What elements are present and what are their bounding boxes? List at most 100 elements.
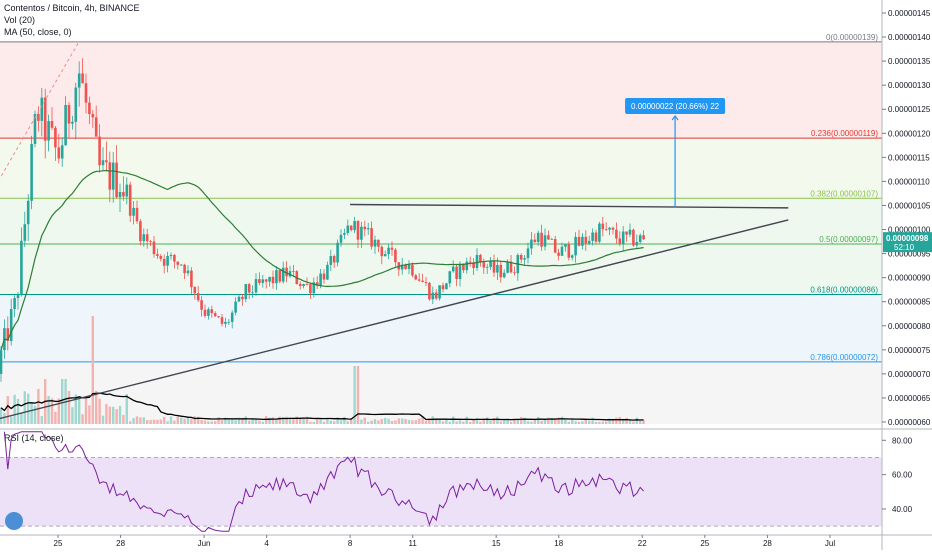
volume-bar — [469, 421, 472, 424]
candle-body — [530, 239, 533, 249]
time-tick-label: 18 — [554, 539, 563, 548]
candle-body — [217, 316, 220, 318]
candle-body — [404, 264, 407, 269]
fib-level-label: 0.236(0.00000119) — [811, 129, 878, 138]
candle-body — [360, 226, 363, 240]
candle-body — [122, 192, 125, 197]
volume-bar — [169, 416, 173, 424]
volume-bar — [336, 417, 339, 424]
volume-bar — [333, 421, 336, 424]
volume-bar — [618, 416, 621, 424]
volume-bar — [367, 421, 370, 424]
candle-body — [475, 254, 479, 269]
volume-bar — [254, 419, 258, 424]
volume-bar — [639, 420, 642, 424]
candle-body — [101, 160, 105, 166]
volume-bar — [537, 416, 540, 424]
candle-body — [438, 285, 441, 299]
volume-bar — [414, 420, 417, 424]
volume-bar — [574, 421, 577, 424]
volume-bar — [418, 418, 421, 424]
volume-bar — [302, 417, 305, 424]
candle-body — [383, 254, 387, 257]
volume-bar — [163, 416, 166, 424]
volume-bar — [394, 420, 397, 424]
candle-body — [309, 284, 312, 294]
candle-body — [244, 284, 248, 300]
candle-body — [30, 143, 33, 201]
price-tick-label: 0.00000090 — [888, 274, 931, 283]
volume-bar — [292, 418, 295, 424]
volume-bar — [591, 417, 594, 424]
fib-level-label: 0.382(0.00000107) — [810, 189, 878, 198]
candle-body — [54, 127, 57, 148]
fib-level-label: 0(0.00000139) — [826, 33, 878, 42]
volume-bar — [275, 419, 278, 424]
fib-zone — [0, 138, 882, 199]
volume-bar — [567, 421, 570, 424]
tradingview-logo-icon[interactable] — [5, 512, 23, 530]
volume-bar — [78, 396, 81, 424]
volume-bar — [560, 416, 564, 424]
candle-body — [132, 207, 135, 216]
candle-body — [421, 280, 424, 282]
volume-bar — [258, 420, 261, 424]
volume-bar — [428, 418, 431, 424]
volume-bar — [166, 421, 169, 424]
volume-bar — [61, 379, 64, 424]
volume-bar — [407, 420, 411, 424]
candle-body — [390, 247, 394, 250]
candle-body — [118, 192, 122, 198]
candle-body — [353, 221, 356, 231]
volume-bar — [152, 419, 156, 424]
volume-bar — [455, 421, 458, 424]
volume-bar — [550, 417, 553, 424]
volume-bar — [581, 421, 584, 424]
candle-body — [37, 114, 40, 121]
fib-zone — [0, 361, 882, 424]
candle-body — [203, 309, 207, 316]
volume-bar — [479, 421, 482, 424]
fib-level-label: 0.786(0.00000072) — [810, 353, 878, 362]
candle-body — [601, 223, 605, 230]
candle-body — [417, 279, 421, 281]
candle-body — [105, 160, 108, 163]
candle-body — [567, 244, 571, 258]
volume-bar — [486, 417, 489, 424]
volume-bar — [543, 418, 547, 424]
candle-body — [370, 228, 373, 247]
volume-bar — [207, 421, 210, 424]
rsi-band — [0, 457, 882, 527]
volume-bar — [608, 418, 611, 424]
volume-bar — [234, 420, 237, 424]
price-tick-label: 0.00000110 — [888, 177, 930, 186]
volume-bar — [496, 416, 499, 424]
candle-body — [67, 105, 71, 124]
candle-body — [91, 114, 95, 118]
candle-body — [135, 207, 139, 222]
time-tick-label: 15 — [492, 539, 501, 548]
candle-body — [275, 270, 278, 284]
volume-bar — [571, 418, 574, 424]
volume-bar — [594, 421, 598, 424]
volume-bar — [197, 416, 200, 424]
candle-body — [247, 284, 251, 293]
candle-body — [411, 264, 414, 276]
volume-bar — [628, 420, 632, 424]
volume-bar — [584, 419, 587, 424]
candle-body — [564, 244, 567, 247]
candle-body — [33, 114, 37, 144]
candle-body — [278, 270, 282, 282]
volume-bar — [472, 420, 475, 424]
candle-body — [492, 260, 496, 273]
candle-body — [26, 200, 30, 225]
rsi-tick-label: 80.00 — [892, 436, 913, 445]
candle-body — [611, 227, 615, 230]
candle-body — [43, 97, 47, 141]
volume-bar — [214, 421, 217, 424]
candle-body — [462, 263, 465, 271]
price-tick-label: 0.00000070 — [888, 370, 931, 379]
candle-body — [400, 264, 404, 270]
